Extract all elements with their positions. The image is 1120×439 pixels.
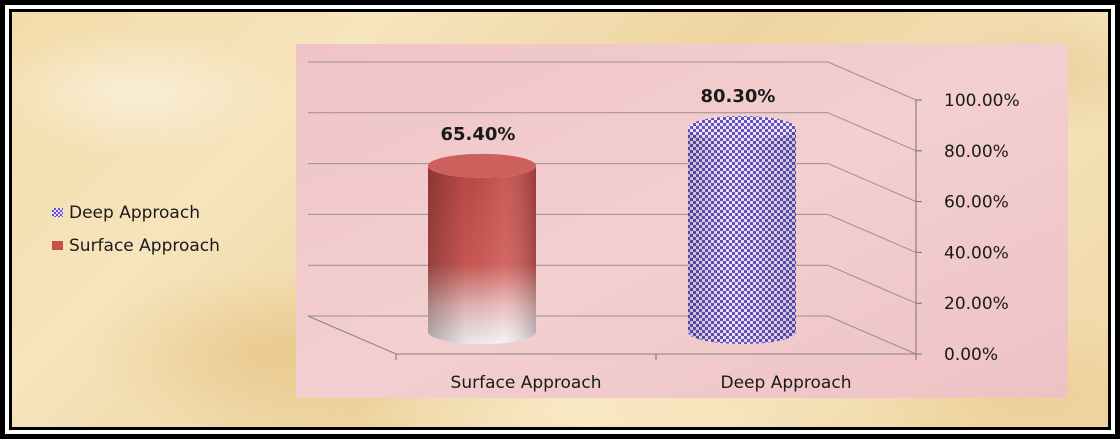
bar-surface-approach xyxy=(428,153,536,344)
bar-deep-approach-shade xyxy=(688,128,796,344)
y-tick-label: 40.00% xyxy=(944,243,1009,263)
gridline-side xyxy=(827,264,917,304)
y-tick-label: 0.00% xyxy=(944,345,998,365)
bar-surface-approach-shade xyxy=(428,165,536,344)
x-tick-label: Surface Approach xyxy=(451,373,602,393)
y-tick-label: 100.00% xyxy=(944,91,1020,111)
bar-surface-approach-top xyxy=(428,153,536,178)
y-tick-label: 60.00% xyxy=(944,193,1009,213)
floor-left-edge xyxy=(307,315,397,355)
bar-deep-approach-top xyxy=(688,116,796,141)
gridline-side xyxy=(827,112,917,152)
gridline-side xyxy=(827,213,917,253)
bar-surface-approach-top-highlight xyxy=(428,153,536,178)
legend: Deep Approach Surface Approach xyxy=(52,196,220,262)
y-tick-label: 80.00% xyxy=(944,142,1009,162)
data-label: 80.30% xyxy=(701,86,776,107)
legend-label-surface-approach: Surface Approach xyxy=(69,235,220,256)
bar-deep-approach xyxy=(688,116,796,344)
y-tick-label: 20.00% xyxy=(944,294,1009,314)
plot-area xyxy=(296,44,1068,398)
legend-swatch-deep-approach xyxy=(52,208,63,217)
gridline-side xyxy=(827,61,917,101)
legend-item-surface-approach: Surface Approach xyxy=(52,229,220,262)
legend-swatch-surface-approach xyxy=(52,241,63,250)
legend-label-deep-approach: Deep Approach xyxy=(69,202,200,223)
legend-item-deep-approach: Deep Approach xyxy=(52,196,220,229)
bars xyxy=(428,116,796,344)
labels: Surface Approach Deep Approach 65.40% 80.30… xyxy=(441,86,852,393)
x-tick-label: Deep Approach xyxy=(721,373,852,393)
axes: 0.00% 20.00% 40.00% 60.00% 80.00% 100.00% xyxy=(307,91,1020,365)
data-label: 65.40% xyxy=(441,124,516,145)
gridline-side xyxy=(827,163,917,203)
gridline-side xyxy=(827,315,917,355)
